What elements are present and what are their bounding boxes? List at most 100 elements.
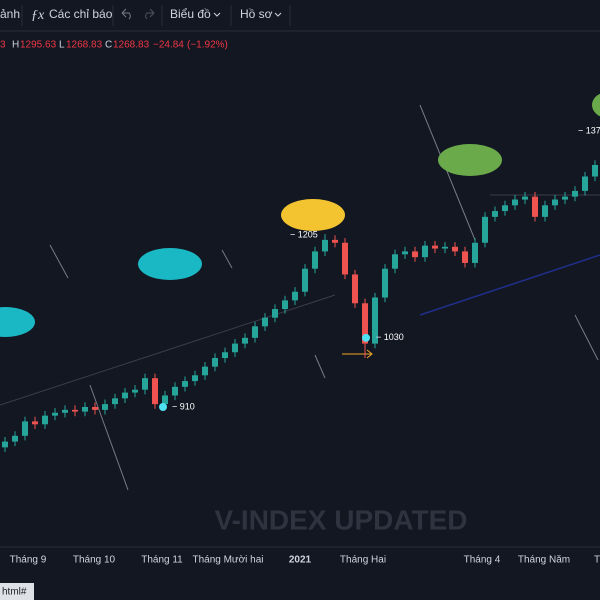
candle-body	[582, 176, 588, 191]
candle-body	[532, 196, 538, 217]
x-axis-label: Tháng Năm	[518, 555, 570, 566]
arrow	[89, 384, 129, 491]
candle-body	[102, 404, 108, 410]
x-axis: Tháng 9 Tháng 10 Tháng 11 Tháng Mười hai 202…	[10, 555, 600, 566]
candle-body	[472, 242, 478, 263]
candle-body	[252, 326, 258, 338]
candle-body	[542, 205, 548, 217]
undo-button[interactable]	[121, 8, 131, 20]
candle-body	[312, 251, 318, 269]
candle-body	[52, 412, 58, 416]
candle-body	[182, 381, 188, 387]
candle-body	[492, 211, 498, 217]
candle-body	[432, 245, 438, 249]
x-axis-label: Tháng Mười hai	[192, 555, 263, 566]
ellipse-marker	[592, 93, 600, 117]
candle-body	[22, 421, 28, 436]
price-annotation: − 910	[172, 401, 195, 411]
candle-body	[442, 246, 448, 249]
drawings	[0, 93, 600, 491]
candle-body	[342, 242, 348, 275]
candle-body	[402, 251, 408, 255]
candle-body	[152, 378, 158, 405]
x-axis-label: T	[594, 555, 600, 566]
chevron	[274, 12, 282, 17]
ohlc-value: 3	[0, 40, 6, 51]
price-annotation: − 1205	[290, 229, 318, 239]
candle-body	[392, 254, 398, 269]
candle-body	[302, 268, 308, 292]
watermark: V-INDEX UPDATED	[214, 504, 467, 535]
candle-body	[122, 392, 128, 399]
profile-menu[interactable]: Hồ sơ	[240, 7, 273, 21]
candle-body	[562, 196, 568, 200]
price-dot	[362, 333, 370, 342]
candle-body	[382, 268, 388, 298]
ohlc-letter: H	[12, 40, 19, 51]
ellipse-marker	[138, 248, 202, 280]
candle-body	[162, 395, 168, 405]
candle-body	[72, 409, 78, 412]
arrow	[419, 104, 476, 241]
fx-icon[interactable]: ƒx	[31, 8, 45, 23]
redo-button[interactable]	[145, 8, 155, 20]
candle-body	[262, 317, 268, 327]
toolbar-item[interactable]: ảnh	[0, 7, 20, 21]
candle-body	[32, 421, 38, 425]
x-axis-label: 2021	[289, 555, 312, 566]
candle-body	[202, 366, 208, 376]
arrow	[342, 349, 373, 359]
arrow	[49, 244, 69, 279]
candle-body	[222, 352, 228, 359]
candle-body	[332, 239, 338, 243]
candle-body	[142, 378, 148, 390]
candle-body	[282, 300, 288, 310]
status-bar	[0, 583, 34, 600]
candles	[2, 160, 598, 452]
ellipse-marker	[281, 199, 345, 231]
trend-line	[0, 294, 336, 406]
candle-body	[192, 375, 198, 382]
candle-body	[322, 239, 328, 252]
arrow	[221, 249, 233, 269]
candle-body	[112, 398, 118, 405]
candle-body	[272, 309, 278, 318]
candle-body	[172, 386, 178, 396]
candle-body	[12, 435, 18, 442]
candle-body	[592, 164, 598, 177]
chevron	[213, 12, 221, 17]
candle-body	[572, 190, 578, 197]
candle-body	[512, 199, 518, 206]
ohlc-value: 1268.83	[113, 40, 150, 51]
candle-body	[522, 196, 528, 200]
candle-body	[452, 246, 458, 252]
ohlc-letter: C	[105, 40, 112, 51]
candle-body	[352, 274, 358, 304]
candle-body	[62, 409, 68, 413]
chart-menu[interactable]: Biểu đồ	[170, 7, 211, 21]
candle-body	[232, 343, 238, 353]
ohlc-letter: L	[59, 40, 65, 51]
ohlc-value: 1268.83	[66, 40, 103, 51]
candle-body	[82, 407, 88, 412]
trend-line	[419, 254, 600, 316]
candle-body	[292, 291, 298, 301]
arrow	[314, 354, 326, 379]
candle-body	[372, 297, 378, 344]
toolbar	[0, 0, 600, 31]
candle-body	[502, 205, 508, 212]
candle-body	[482, 216, 488, 243]
candle-body	[212, 358, 218, 367]
indicators-button[interactable]: Các chỉ báo	[49, 7, 113, 21]
x-axis-label: Tháng 9	[10, 555, 47, 566]
ellipse-marker	[0, 307, 35, 337]
ohlc-value: 1295.63	[20, 40, 57, 51]
x-axis-label: Tháng Hai	[340, 555, 386, 566]
candle-body	[422, 245, 428, 258]
candle-body	[132, 389, 138, 393]
ohlc-legend: 3 H 1295.63 L 1268.83 C 1268.83 −24.84 (…	[0, 40, 228, 51]
candle-body	[462, 251, 468, 263]
